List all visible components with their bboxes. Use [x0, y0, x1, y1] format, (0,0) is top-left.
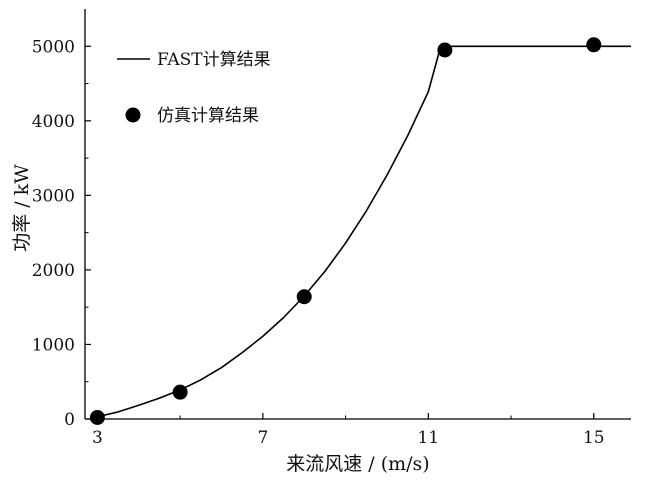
y-tick-label: 4000 — [32, 112, 75, 132]
series-layer — [89, 37, 631, 426]
y-tick-label: 2000 — [32, 261, 75, 281]
x-tick-label: 11 — [417, 428, 439, 448]
legend-label-fast: FAST计算结果 — [157, 50, 271, 70]
legend-marker-swatch — [125, 107, 141, 123]
x-tick-label: 7 — [257, 428, 268, 448]
simulation-point — [89, 410, 105, 426]
simulation-point — [296, 289, 312, 305]
x-axis-title: 来流风速 / (m/s) — [286, 453, 429, 475]
x-tick-label: 3 — [92, 428, 103, 448]
fast-result-line — [97, 45, 631, 418]
y-axis-title: 功率 / kW — [11, 164, 33, 252]
y-tick-label: 0 — [64, 410, 75, 430]
x-tick-label: 15 — [583, 428, 605, 448]
y-tick-label: 5000 — [32, 37, 75, 57]
y-tick-label: 1000 — [32, 335, 75, 355]
simulation-point — [172, 384, 188, 400]
legend-label-simulation: 仿真计算结果 — [157, 106, 259, 126]
legend: FAST计算结果 仿真计算结果 — [117, 50, 271, 126]
simulation-point — [437, 42, 453, 58]
simulation-point — [586, 37, 602, 53]
y-ticks: 0 1000 2000 3000 4000 5000 — [32, 37, 91, 430]
axes — [84, 9, 631, 420]
y-tick-label: 3000 — [32, 186, 75, 206]
x-ticks: 3 7 11 15 — [92, 413, 605, 448]
